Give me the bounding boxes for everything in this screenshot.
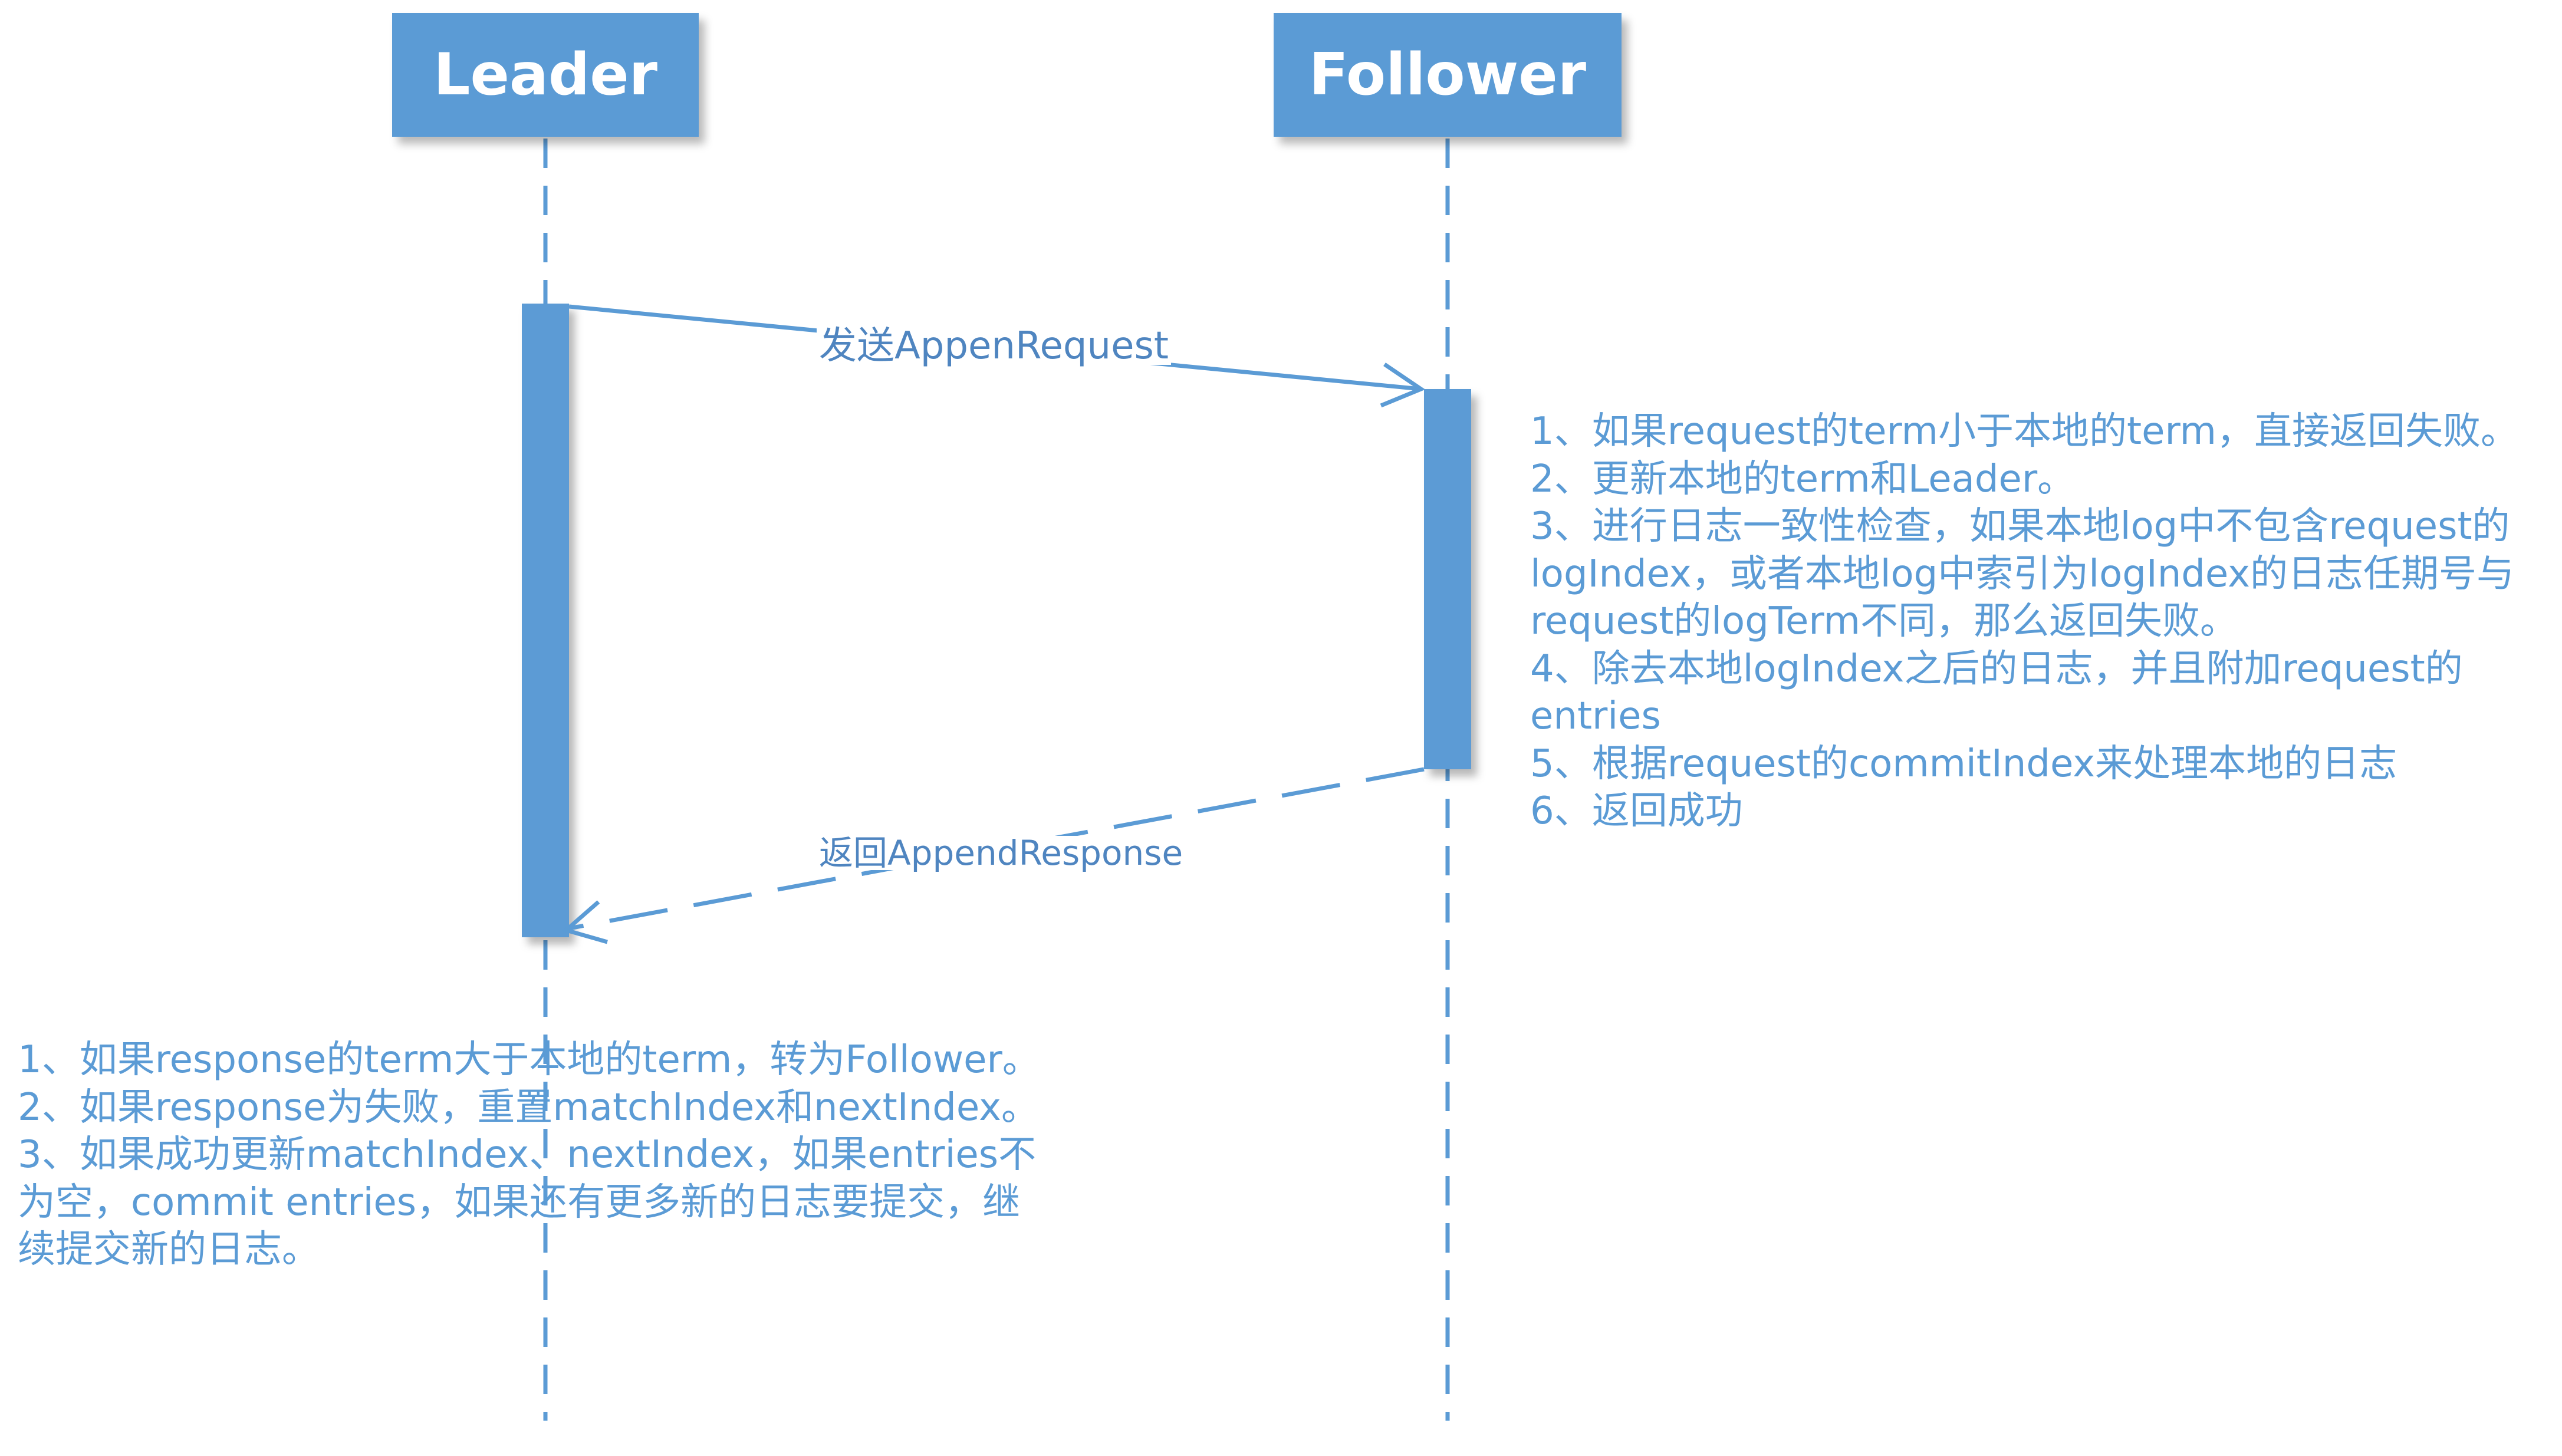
- request-arrowhead: [1380, 363, 1426, 408]
- follower-note-line: 5、根据request的commitIndex来处理本地的日志: [1530, 742, 2397, 786]
- leader-note: 1、如果response的term大于本地的term，转为Follower。 2…: [18, 1036, 1040, 1274]
- follower-note-line: 1、如果request的term小于本地的term，直接返回失败。: [1530, 410, 2518, 453]
- follower-note-line: 3、进行日志一致性检查，如果本地log中不包含request的: [1530, 505, 2510, 548]
- follower-note: 1、如果request的term小于本地的term，直接返回失败。 2、更新本地…: [1530, 408, 2518, 835]
- follower-note-line: 6、返回成功: [1530, 789, 1743, 833]
- follower-header[interactable]: Follower: [1274, 13, 1622, 137]
- leader-note-line: 3、如果成功更新matchIndex、nextIndex，如果entries不: [18, 1133, 1037, 1177]
- follower-note-line: logIndex，或者本地log中索引为logIndex的日志任期号与: [1530, 552, 2515, 596]
- leader-activation-bar: [522, 304, 569, 937]
- leader-note-line: 续提交新的日志。: [18, 1228, 320, 1271]
- follower-note-line: 4、除去本地logIndex之后的日志，并且附加request的: [1530, 647, 2463, 691]
- leader-note-line: 2、如果response为失败，重置matchIndex和nextIndex。: [18, 1085, 1039, 1129]
- follower-note-line: request的logTerm不同，那么返回失败。: [1530, 599, 2238, 643]
- response-message-label: 返回AppendResponse: [817, 836, 1186, 870]
- follower-note-line: 2、更新本地的term和Leader。: [1530, 457, 2076, 501]
- response-arrowhead: [561, 900, 608, 944]
- leader-header[interactable]: Leader: [392, 13, 699, 137]
- leader-note-line: 1、如果response的term大于本地的term，转为Follower。: [18, 1038, 1040, 1082]
- leader-note-line: 为空，commit entries，如果还有更多新的日志要提交，继: [18, 1180, 1021, 1224]
- request-message-label: 发送AppenRequest: [817, 327, 1171, 365]
- follower-note-line: entries: [1530, 694, 1661, 738]
- follower-activation-bar: [1424, 389, 1471, 769]
